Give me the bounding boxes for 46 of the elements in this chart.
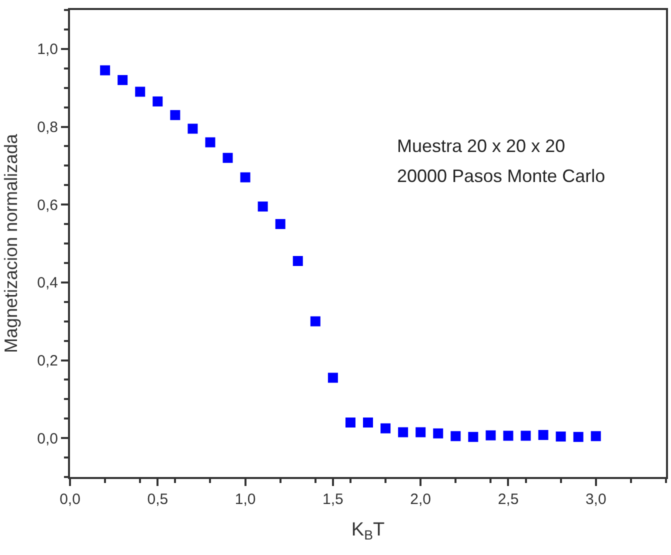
x-tick-label: 0,0 xyxy=(60,491,80,508)
y-tick-label: 0,2 xyxy=(37,352,58,370)
x-tick-label: 3,0 xyxy=(585,491,606,508)
point xyxy=(450,431,461,442)
point xyxy=(152,96,163,106)
point xyxy=(118,75,128,86)
point xyxy=(345,418,356,428)
point xyxy=(433,428,444,438)
point xyxy=(538,430,548,440)
y-tick-label: 0,6 xyxy=(37,196,58,214)
point xyxy=(398,427,408,438)
y-axis-title: Magnetizacion normalizada xyxy=(0,132,21,354)
annotation: 20000 Pasos Monte Carlo xyxy=(397,166,606,186)
point xyxy=(573,432,584,442)
point xyxy=(258,202,268,212)
point xyxy=(590,431,601,442)
y-tick-label: 0,4 xyxy=(37,274,58,292)
point xyxy=(468,432,478,442)
y-tick-label: 0,8 xyxy=(37,119,58,136)
point xyxy=(222,152,233,163)
y-tick-label: 0,0 xyxy=(37,430,58,448)
point xyxy=(292,256,303,266)
point xyxy=(205,137,216,148)
point xyxy=(486,430,496,440)
point xyxy=(170,110,180,120)
point xyxy=(416,427,426,438)
annotation: Muestra 20 x 20 x 20 xyxy=(397,136,566,156)
x-tick-label: 1,0 xyxy=(234,491,256,508)
x-tick-label: 1,5 xyxy=(322,491,344,508)
point xyxy=(556,432,566,442)
point xyxy=(135,86,146,97)
point xyxy=(380,423,391,434)
x-tick-label: 0,5 xyxy=(147,491,168,508)
x-tick-label: 2,5 xyxy=(498,491,519,508)
point xyxy=(100,65,110,76)
point xyxy=(275,219,286,230)
point xyxy=(188,124,198,134)
point xyxy=(240,172,250,182)
point xyxy=(363,418,373,428)
y-tick-label: 1,0 xyxy=(37,41,58,58)
point xyxy=(310,316,320,326)
point xyxy=(503,430,514,441)
point xyxy=(328,372,338,383)
point xyxy=(520,430,531,441)
x-tick-label: 2,0 xyxy=(410,491,432,508)
x-axis-title: K$_{B}$T xyxy=(351,519,385,542)
